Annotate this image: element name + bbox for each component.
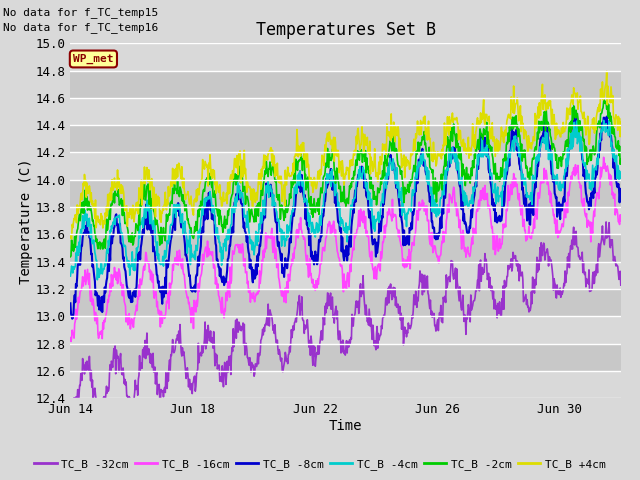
Bar bbox=[70, 180, 621, 207]
Bar bbox=[70, 207, 621, 234]
Bar bbox=[70, 316, 621, 344]
Text: No data for f_TC_temp15: No data for f_TC_temp15 bbox=[3, 7, 159, 18]
Bar bbox=[70, 234, 621, 262]
Bar bbox=[70, 98, 621, 125]
Text: WP_met: WP_met bbox=[73, 54, 114, 64]
Bar bbox=[70, 125, 621, 153]
Bar bbox=[70, 262, 621, 289]
Bar bbox=[70, 43, 621, 71]
Bar bbox=[70, 371, 621, 398]
X-axis label: Time: Time bbox=[329, 419, 362, 433]
Bar bbox=[70, 289, 621, 316]
Y-axis label: Temperature (C): Temperature (C) bbox=[19, 158, 33, 284]
Legend: TC_B -32cm, TC_B -16cm, TC_B -8cm, TC_B -4cm, TC_B -2cm, TC_B +4cm: TC_B -32cm, TC_B -16cm, TC_B -8cm, TC_B … bbox=[30, 455, 610, 474]
Text: No data for f_TC_temp16: No data for f_TC_temp16 bbox=[3, 22, 159, 33]
Title: Temperatures Set B: Temperatures Set B bbox=[255, 21, 436, 39]
Bar bbox=[70, 344, 621, 371]
Bar bbox=[70, 71, 621, 98]
Bar bbox=[70, 153, 621, 180]
